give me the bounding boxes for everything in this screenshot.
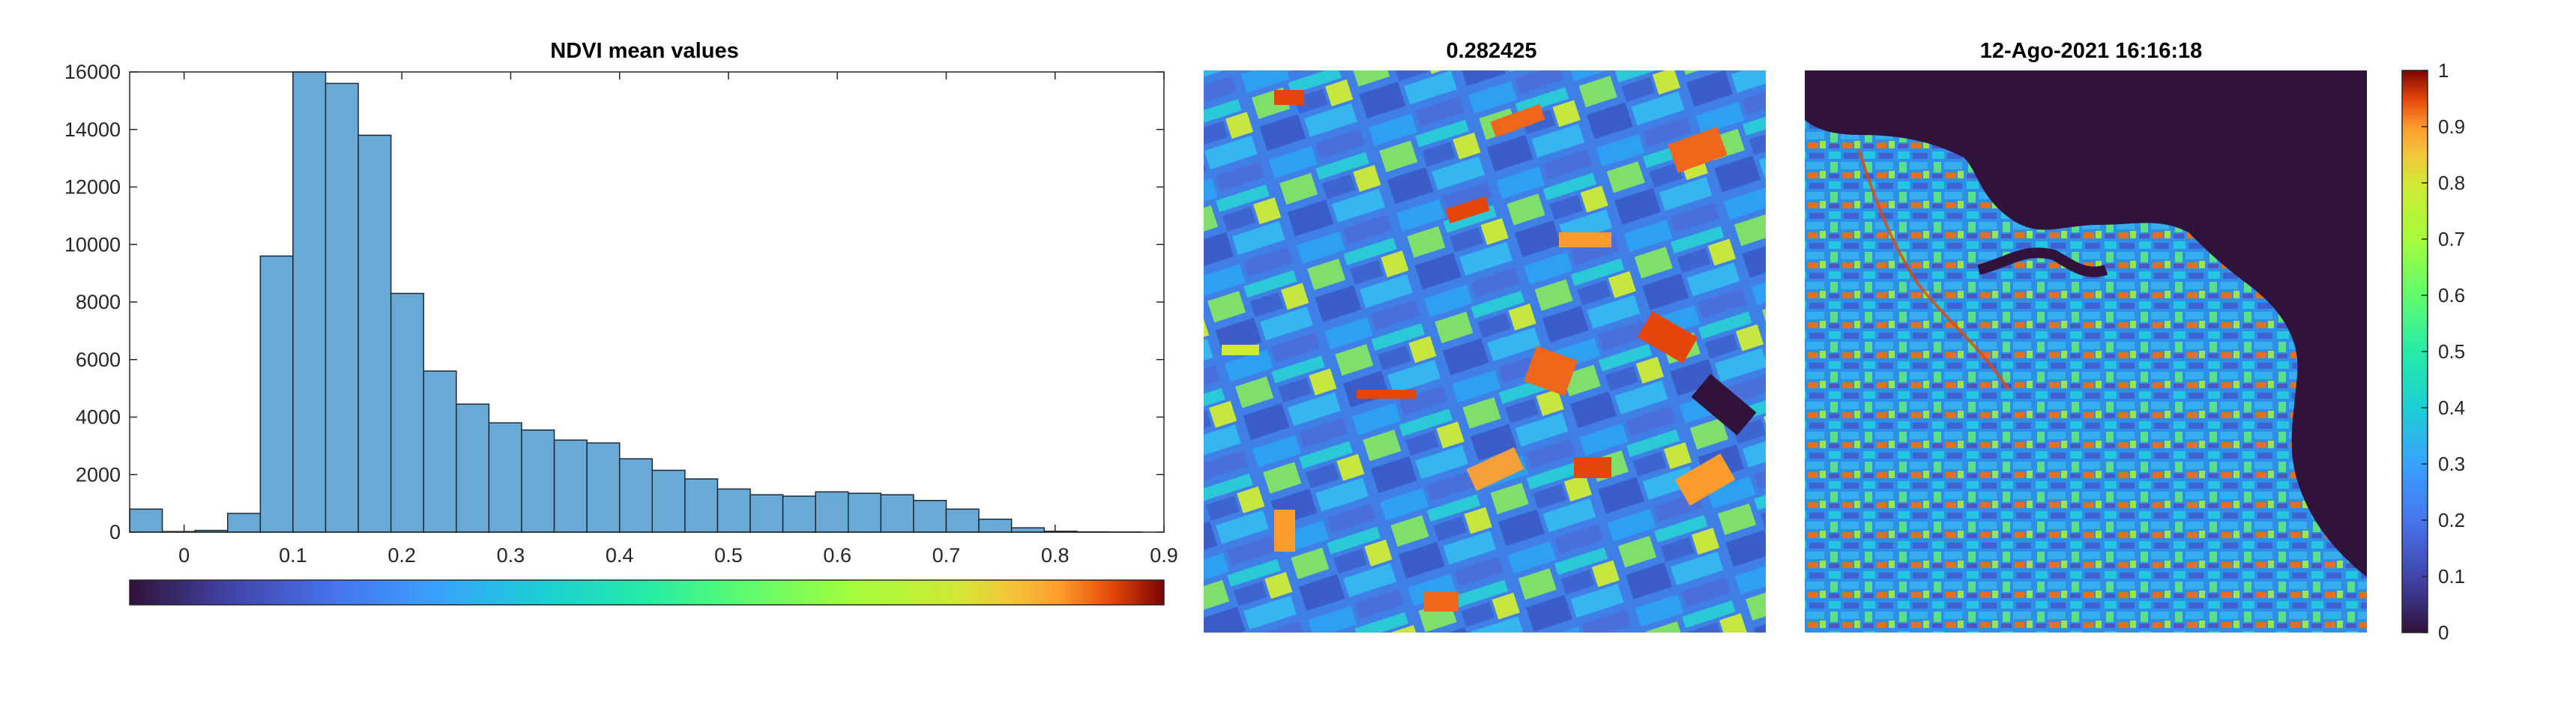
histogram-bar (292, 71, 327, 533)
histogram-bar (488, 422, 522, 533)
x-tick-label: 0.9 (1150, 544, 1178, 567)
horizontal-colorbar (129, 579, 1165, 606)
y-tick-label: 2000 (76, 463, 121, 486)
ndvi-coastal-image (1805, 70, 2367, 633)
histogram-bar (226, 513, 262, 533)
histogram-bar (651, 469, 686, 533)
histogram-bar (978, 518, 1013, 533)
histogram-bar (553, 439, 588, 533)
histogram-bar (521, 429, 555, 533)
y-tick-label: 8000 (76, 291, 121, 313)
colorbar-tick-label: 0.7 (2438, 228, 2465, 250)
colorbar-tick-label: 0.8 (2438, 172, 2465, 194)
histogram-bar (684, 478, 719, 533)
river (1857, 149, 2010, 391)
image-left-title: 0.282425 (1446, 39, 1537, 63)
sea-area (1805, 70, 2367, 577)
histogram-bar (586, 442, 621, 533)
histogram-bar (749, 494, 784, 533)
y-tick-label: 6000 (76, 349, 121, 371)
histogram-bar (880, 494, 914, 533)
x-tick-label: 0.4 (606, 544, 634, 567)
colorbar-tick-label: 0 (2438, 621, 2449, 644)
x-tick-label: 0.1 (279, 544, 307, 567)
x-tick-label: 0.7 (932, 544, 961, 567)
histogram-bar (390, 292, 424, 533)
histogram-bar (1010, 527, 1045, 533)
histogram-bar (259, 255, 294, 533)
y-tick-labels: 0 2000 4000 6000 8000 10000 12000 14000 16000 (64, 61, 121, 543)
histogram-bar (358, 134, 392, 533)
colorbar-tick-label: 1 (2438, 59, 2449, 82)
histogram-bar (423, 370, 457, 533)
colorbar-ticks: 0 0.1 0.2 0.3 0.4 0.5 0.6 0.7 0.8 0.9 1 (2422, 59, 2465, 644)
colorbar-tick-label: 0.9 (2438, 115, 2465, 138)
histogram-bar (325, 82, 359, 533)
y-tick-label: 12000 (64, 176, 121, 199)
histogram-bar (847, 492, 882, 533)
histogram-bar (815, 491, 849, 533)
x-tick-label: 0.3 (497, 544, 525, 567)
inland-water (1977, 247, 2108, 277)
x-tick-label: 0.6 (823, 544, 851, 567)
x-tick-labels: 0 0.1 0.2 0.3 0.4 0.5 0.6 0.7 0.8 0.9 (178, 544, 1178, 567)
y-tick-label: 0 (109, 521, 121, 543)
histogram-bars (129, 71, 1143, 533)
y-tick-label: 10000 (64, 233, 121, 256)
x-tick-label: 0.8 (1041, 544, 1070, 567)
vertical-colorbar: 0 0.1 0.2 0.3 0.4 0.5 0.6 0.7 0.8 0.9 1 (2401, 59, 2465, 644)
histogram-bar (782, 495, 816, 533)
high-ndvi-fields (1222, 90, 1757, 612)
y-tick-label: 16000 (64, 61, 121, 83)
colorbar-tick-label: 0.2 (2438, 509, 2465, 531)
histogram-bar (618, 458, 654, 533)
histogram-bar (456, 403, 490, 533)
y-tick-label: 14000 (64, 118, 121, 141)
histogram-chart: 0 0.1 0.2 0.3 0.4 0.5 0.6 0.7 0.8 0.9 0 2000 4000 60… (64, 61, 1178, 606)
histogram-title: NDVI mean values (550, 39, 739, 63)
colorbar-tick-label: 0.1 (2438, 565, 2465, 588)
colorbar-tick-label: 0.4 (2438, 396, 2465, 419)
colorbar-tick-label: 0.5 (2438, 340, 2465, 363)
colorbar-tick-label: 0.3 (2438, 453, 2465, 475)
x-tick-label: 0 (178, 544, 190, 567)
histogram-bar (717, 488, 751, 533)
image-right-title: 12-Ago-2021 16:16:18 (1979, 39, 2203, 63)
x-tick-label: 0.5 (714, 544, 743, 567)
y-tick-label: 4000 (76, 406, 121, 429)
x-tick-label: 0.2 (387, 544, 416, 567)
histogram-bar (945, 508, 980, 533)
colorbar-tick-label: 0.6 (2438, 284, 2465, 307)
ndvi-fields-image (1204, 70, 1766, 633)
histogram-bar (913, 500, 947, 533)
plot-frame (129, 71, 1165, 533)
histogram-bar (129, 508, 163, 533)
